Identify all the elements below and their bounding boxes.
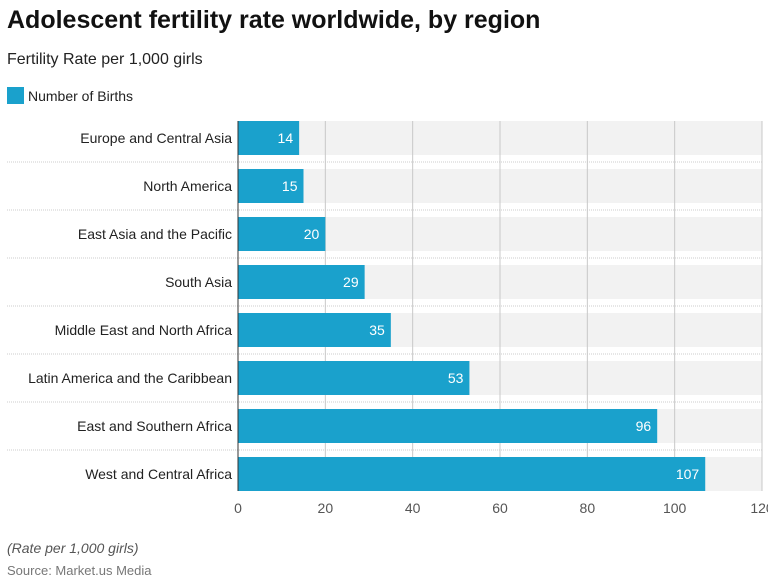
x-tick-label: 0 bbox=[234, 500, 242, 516]
bar bbox=[238, 457, 706, 491]
bar bbox=[238, 313, 391, 347]
bar bbox=[238, 169, 304, 203]
category-label: West and Central Africa bbox=[85, 466, 232, 482]
category-label: Europe and Central Asia bbox=[80, 130, 232, 146]
bar bbox=[238, 265, 365, 299]
bar bbox=[238, 121, 300, 155]
x-tick-label: 20 bbox=[318, 500, 334, 516]
legend-swatch bbox=[7, 87, 24, 104]
data-label: 35 bbox=[369, 322, 385, 338]
data-label: 14 bbox=[278, 130, 294, 146]
bar bbox=[238, 217, 326, 251]
legend: Number of Births bbox=[7, 87, 133, 104]
chart-source: Source: Market.us Media bbox=[7, 563, 152, 578]
chart-title: Adolescent fertility rate worldwide, by … bbox=[7, 6, 541, 34]
category-label: Latin America and the Caribbean bbox=[28, 370, 232, 386]
legend-label: Number of Births bbox=[28, 87, 134, 104]
category-label: East and Southern Africa bbox=[77, 418, 232, 434]
x-tick-label: 120 bbox=[750, 500, 768, 516]
data-label: 15 bbox=[282, 178, 298, 194]
x-tick-label: 80 bbox=[580, 500, 596, 516]
chart-note: (Rate per 1,000 girls) bbox=[7, 540, 139, 556]
category-label: North America bbox=[143, 178, 232, 194]
chart-subtitle: Fertility Rate per 1,000 girls bbox=[7, 51, 203, 68]
data-label: 53 bbox=[448, 370, 464, 386]
data-label: 20 bbox=[304, 226, 320, 242]
x-tick-label: 40 bbox=[405, 500, 421, 516]
category-label: South Asia bbox=[165, 274, 232, 290]
data-label: 96 bbox=[636, 418, 652, 434]
data-label: 107 bbox=[676, 466, 700, 482]
bar bbox=[238, 409, 658, 443]
category-label: Middle East and North Africa bbox=[55, 322, 233, 338]
category-label: East Asia and the Pacific bbox=[78, 226, 232, 242]
x-tick-label: 100 bbox=[663, 500, 687, 516]
data-label: 29 bbox=[343, 274, 359, 290]
bar bbox=[238, 361, 470, 395]
x-tick-label: 60 bbox=[492, 500, 508, 516]
